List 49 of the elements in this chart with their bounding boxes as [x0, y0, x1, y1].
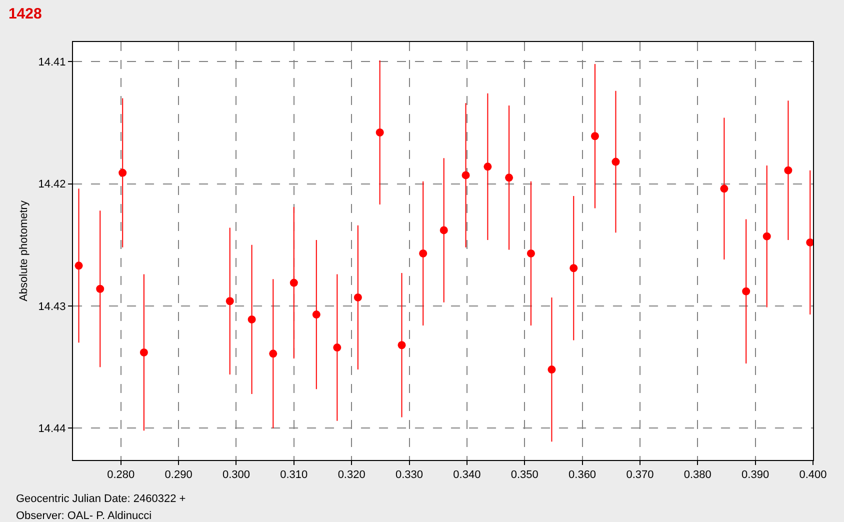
point: [376, 128, 384, 136]
point: [290, 278, 298, 287]
point: [118, 168, 127, 177]
x-tick-label: 0.290: [164, 469, 192, 482]
point: [612, 158, 620, 166]
point: [590, 132, 599, 140]
point: [462, 171, 470, 180]
x-tick-label: 0.280: [107, 469, 135, 482]
x-tick-label: 0.330: [395, 469, 424, 482]
point: [784, 166, 792, 174]
point: [333, 344, 342, 352]
chart-title: 1428: [8, 5, 42, 22]
point: [354, 293, 362, 302]
x-tick-label: 0.320: [338, 469, 366, 482]
point: [269, 350, 278, 358]
point: [742, 287, 750, 296]
x-tick-label: 0.350: [510, 469, 538, 482]
x-tick-label: 0.310: [280, 469, 308, 482]
point: [505, 174, 514, 182]
point: [548, 366, 556, 374]
point: [806, 238, 813, 246]
x-tick-label: 0.380: [684, 469, 712, 482]
point: [248, 315, 256, 324]
x-tick-label: 0.400: [799, 469, 827, 482]
x-tick-label: 0.390: [742, 469, 770, 482]
point: [226, 297, 234, 306]
point: [398, 341, 406, 350]
point: [762, 232, 771, 240]
point: [484, 162, 492, 171]
x-axis-title: Geocentric Julian Date: 2460322 +: [16, 493, 186, 505]
point: [720, 184, 728, 193]
point: [140, 348, 148, 356]
point: [96, 284, 104, 293]
x-tick-label: 0.370: [626, 469, 654, 482]
y-axis-title: Absolute photometry: [18, 200, 30, 302]
x-tick-label: 0.300: [222, 469, 250, 482]
text: Observer: OAL- P. Aldinucci: [16, 510, 152, 522]
point: [526, 249, 535, 258]
x-tick-label: 0.340: [453, 469, 481, 482]
y-tick-label: 14.42: [38, 178, 66, 191]
point: [312, 310, 320, 319]
point: [570, 264, 578, 272]
y-tick-label: 14.44: [38, 423, 66, 436]
point: [440, 226, 448, 234]
x-tick-label: 0.360: [568, 469, 596, 482]
y-tick-label: 14.41: [38, 56, 66, 68]
point: [74, 262, 83, 270]
y-tick-label: 14.43: [38, 300, 66, 313]
point: [419, 249, 428, 258]
